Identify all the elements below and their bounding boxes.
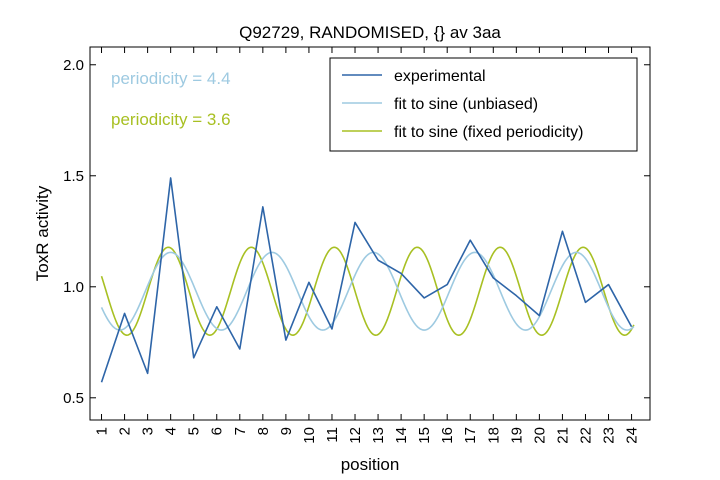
x-tick-label: 7 xyxy=(232,427,249,435)
x-axis: 1 2 3 4 5 6 7 8 9 10 11 12 13 14 15 16 17 18 19 20 21 22 23 24 xyxy=(94,47,641,444)
x-tick-label: 8 xyxy=(255,427,272,435)
annotations: periodicity = 4.4 periodicity = 3.6 xyxy=(111,69,231,129)
x-tick-label: 12 xyxy=(347,427,364,444)
periodicity-annotation: periodicity = 4.4 xyxy=(111,69,231,88)
x-tick-label: 22 xyxy=(577,427,594,444)
x-tick-label: 16 xyxy=(439,427,456,444)
x-tick-label: 10 xyxy=(301,427,318,444)
y-tick-label: 1.0 xyxy=(63,279,84,296)
x-tick-label: 6 xyxy=(209,427,226,435)
y-axis: 0.5 1.0 1.5 2.0 xyxy=(63,57,650,407)
legend-label: fit to sine (unbiased) xyxy=(394,96,538,113)
x-tick-label: 24 xyxy=(624,427,641,444)
x-tick-label: 20 xyxy=(531,427,548,444)
x-tick-label: 23 xyxy=(601,427,618,444)
x-tick-label: 17 xyxy=(462,427,479,444)
x-tick-label: 9 xyxy=(278,427,295,435)
chart-title: Q92729, RANDOMISED, {} av 3aa xyxy=(239,23,501,42)
plot-area xyxy=(89,46,651,421)
x-tick-label: 18 xyxy=(485,427,502,444)
y-tick-label: 2.0 xyxy=(63,57,84,74)
plot-frame xyxy=(89,46,651,421)
periodicity-annotation: periodicity = 3.6 xyxy=(111,110,231,129)
x-tick-label: 13 xyxy=(370,427,387,444)
legend: experimental fit to sine (unbiased) fit to… xyxy=(329,57,638,152)
y-tick-label: 1.5 xyxy=(63,168,84,185)
x-tick-label: 5 xyxy=(186,427,203,435)
x-tick-label: 4 xyxy=(163,427,180,435)
y-axis-label: ToxR activity xyxy=(33,185,52,281)
x-tick-label: 21 xyxy=(554,427,571,444)
x-tick-label: 15 xyxy=(416,427,433,444)
legend-box xyxy=(329,57,638,152)
x-axis-label: position xyxy=(341,455,400,474)
y-tick-label: 0.5 xyxy=(63,390,84,407)
x-tick-label: 19 xyxy=(508,427,525,444)
series-line-experimental xyxy=(100,177,633,383)
series-layer xyxy=(100,177,635,383)
x-tick-label: 3 xyxy=(140,427,157,435)
x-tick-label: 2 xyxy=(117,427,134,435)
x-tick-label: 11 xyxy=(324,427,341,443)
legend-label: experimental xyxy=(394,68,486,85)
x-tick-label: 14 xyxy=(393,427,410,444)
x-tick-label: 1 xyxy=(94,427,111,435)
series-line-fit-to-sine-unbiased xyxy=(100,251,635,331)
legend-label: fit to sine (fixed periodicity) xyxy=(394,124,583,141)
series-line-fit-to-sine-fixed-periodicity xyxy=(100,246,635,336)
